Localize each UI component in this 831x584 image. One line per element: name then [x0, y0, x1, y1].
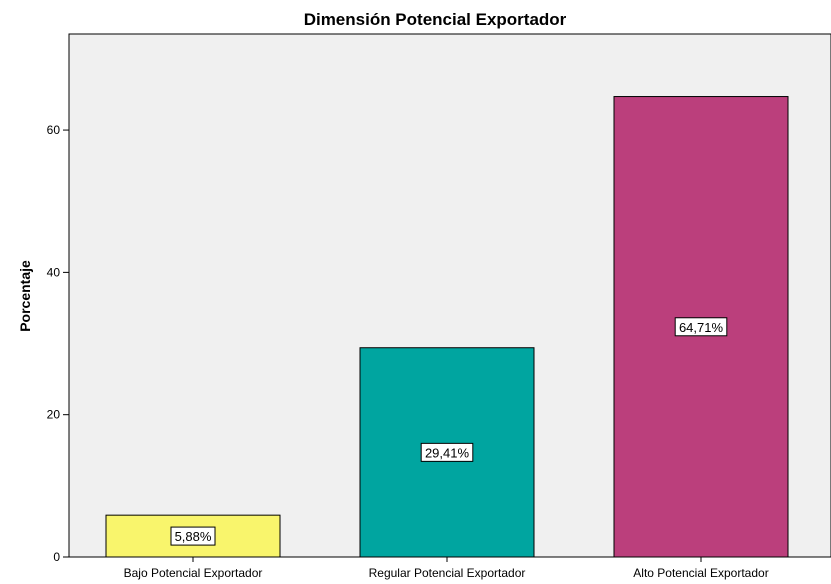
- x-axis-categories: Bajo Potencial Exportador Regular Potenci…: [124, 557, 769, 580]
- y-tick-label: 60: [47, 123, 61, 137]
- data-label: 64,71%: [679, 320, 724, 335]
- y-axis-label: Porcentaje: [17, 260, 33, 332]
- y-tick-label: 0: [53, 550, 60, 564]
- bars: 5,88% 29,41% 64,71%: [105, 96, 789, 558]
- x-category-label: Bajo Potencial Exportador: [124, 566, 263, 580]
- data-label: 29,41%: [425, 445, 470, 460]
- y-axis-ticks: 0 20 40 60: [47, 123, 69, 564]
- data-label-box: [420, 442, 474, 462]
- chart-title: Dimensión Potencial Exportador: [304, 10, 567, 29]
- data-label-box: [170, 526, 216, 546]
- data-label-box: [674, 317, 728, 337]
- y-tick-label: 20: [47, 408, 61, 422]
- y-tick-label: 40: [47, 265, 61, 279]
- data-label: 5,88%: [175, 529, 212, 544]
- x-category-label: Alto Potencial Exportador: [633, 566, 768, 580]
- x-category-label: Regular Potencial Exportador: [369, 566, 526, 580]
